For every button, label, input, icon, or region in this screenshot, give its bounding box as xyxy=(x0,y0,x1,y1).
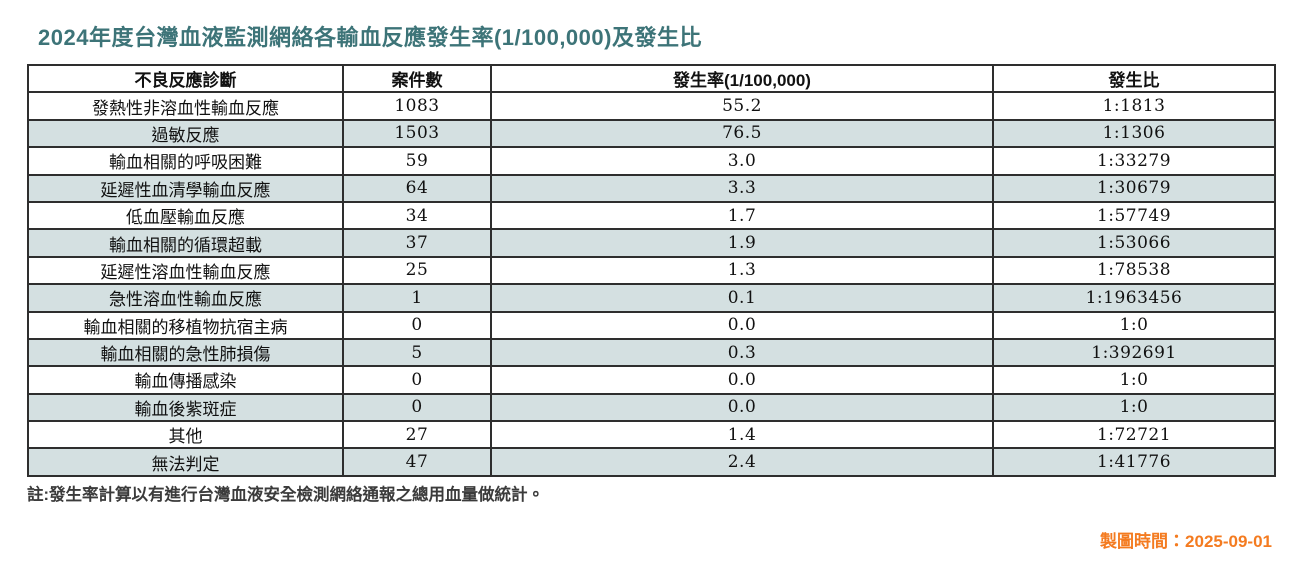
column-header-cases: 案件數 xyxy=(342,63,492,94)
ratio-cell: 1:1306 xyxy=(992,118,1276,149)
cases-cell: 25 xyxy=(342,255,492,286)
table-body: 發熱性非溶血性輸血反應 1083 55.2 1:1813 過敏反應 1503 7… xyxy=(27,91,1276,477)
rate-cell: 0.0 xyxy=(490,365,994,395)
diagnosis-cell: 輸血相關的循環超載 xyxy=(27,228,344,258)
diagnosis-cell: 過敏反應 xyxy=(27,118,344,149)
rate-cell: 1.9 xyxy=(490,228,994,258)
ratio-cell: 1:30679 xyxy=(992,173,1276,203)
table-row: 輸血相關的呼吸困難 59 3.0 1:33279 xyxy=(27,146,1276,176)
diagnosis-cell: 輸血相關的移植物抗宿主病 xyxy=(27,310,344,340)
diagnosis-cell: 延遲性血清學輸血反應 xyxy=(27,173,344,203)
rate-cell: 2.4 xyxy=(490,447,994,477)
page-title: 2024年度台灣血液監測網絡各輸血反應發生率(1/100,000)及發生比 xyxy=(38,25,702,50)
diagnosis-cell: 輸血相關的呼吸困難 xyxy=(27,146,344,176)
diagnosis-cell: 輸血後紫斑症 xyxy=(27,392,344,423)
column-header-ratio: 發生比 xyxy=(992,63,1276,94)
column-header-rate: 發生率(1/100,000) xyxy=(490,63,994,94)
cases-cell: 1083 xyxy=(342,91,492,121)
rate-cell: 1.7 xyxy=(490,200,994,231)
header-row: 不良反應診斷 案件數 發生率(1/100,000) 發生比 xyxy=(27,63,1276,94)
cases-cell: 1503 xyxy=(342,118,492,149)
ratio-cell: 1:0 xyxy=(992,310,1276,340)
diagnosis-cell: 急性溶血性輸血反應 xyxy=(27,283,344,313)
table-row: 無法判定 47 2.4 1:41776 xyxy=(27,447,1276,477)
cases-cell: 34 xyxy=(342,200,492,231)
rate-cell: 55.2 xyxy=(490,91,994,121)
rate-cell: 0.0 xyxy=(490,392,994,423)
cases-cell: 5 xyxy=(342,337,492,368)
diagnosis-cell: 其他 xyxy=(27,420,344,450)
rate-cell: 76.5 xyxy=(490,118,994,149)
table-row: 其他 27 1.4 1:72721 xyxy=(27,420,1276,450)
table-row: 延遲性血清學輸血反應 64 3.3 1:30679 xyxy=(27,173,1276,203)
diagnosis-cell: 輸血相關的急性肺損傷 xyxy=(27,337,344,368)
ratio-cell: 1:78538 xyxy=(992,255,1276,286)
cases-cell: 0 xyxy=(342,365,492,395)
diagnosis-cell: 發熱性非溶血性輸血反應 xyxy=(27,91,344,121)
table-row: 輸血相關的循環超載 37 1.9 1:53066 xyxy=(27,228,1276,258)
ratio-cell: 1:57749 xyxy=(992,200,1276,231)
cases-cell: 59 xyxy=(342,146,492,176)
table-row: 低血壓輸血反應 34 1.7 1:57749 xyxy=(27,200,1276,231)
rate-cell: 0.1 xyxy=(490,283,994,313)
diagnosis-cell: 延遲性溶血性輸血反應 xyxy=(27,255,344,286)
diagnosis-cell: 低血壓輸血反應 xyxy=(27,200,344,231)
table-row: 輸血相關的移植物抗宿主病 0 0.0 1:0 xyxy=(27,310,1276,340)
ratio-cell: 1:53066 xyxy=(992,228,1276,258)
table-row: 發熱性非溶血性輸血反應 1083 55.2 1:1813 xyxy=(27,91,1276,121)
cases-cell: 47 xyxy=(342,447,492,477)
cases-cell: 37 xyxy=(342,228,492,258)
ratio-cell: 1:392691 xyxy=(992,337,1276,368)
table-row: 輸血傳播感染 0 0.0 1:0 xyxy=(27,365,1276,395)
table-row: 輸血後紫斑症 0 0.0 1:0 xyxy=(27,392,1276,423)
ratio-cell: 1:0 xyxy=(992,392,1276,423)
diagnosis-cell: 無法判定 xyxy=(27,447,344,477)
table-row: 急性溶血性輸血反應 1 0.1 1:1963456 xyxy=(27,283,1276,313)
rate-cell: 3.0 xyxy=(490,146,994,176)
ratio-cell: 1:72721 xyxy=(992,420,1276,450)
ratio-cell: 1:1963456 xyxy=(992,283,1276,313)
table-row: 過敏反應 1503 76.5 1:1306 xyxy=(27,118,1276,149)
rate-cell: 1.4 xyxy=(490,420,994,450)
ratio-cell: 1:1813 xyxy=(992,91,1276,121)
table-header: 不良反應診斷 案件數 發生率(1/100,000) 發生比 xyxy=(27,63,1276,94)
ratio-cell: 1:0 xyxy=(992,365,1276,395)
column-header-diagnosis: 不良反應診斷 xyxy=(27,63,344,94)
ratio-cell: 1:33279 xyxy=(992,146,1276,176)
rate-cell: 0.3 xyxy=(490,337,994,368)
table-row: 延遲性溶血性輸血反應 25 1.3 1:78538 xyxy=(27,255,1276,286)
rate-cell: 1.3 xyxy=(490,255,994,286)
table-row: 輸血相關的急性肺損傷 5 0.3 1:392691 xyxy=(27,337,1276,368)
footnote: 註:發生率計算以有進行台灣血液安全檢測網絡通報之總用血量做統計。 xyxy=(27,486,544,504)
rate-cell: 0.0 xyxy=(490,310,994,340)
cases-cell: 27 xyxy=(342,420,492,450)
generation-timestamp: 製圖時間：2025-09-01 xyxy=(1100,532,1272,551)
cases-cell: 1 xyxy=(342,283,492,313)
cases-cell: 64 xyxy=(342,173,492,203)
ratio-cell: 1:41776 xyxy=(992,447,1276,477)
diagnosis-cell: 輸血傳播感染 xyxy=(27,365,344,395)
rate-cell: 3.3 xyxy=(490,173,994,203)
transfusion-reaction-table: 不良反應診斷 案件數 發生率(1/100,000) 發生比 發熱性非溶血性輸血反… xyxy=(27,63,1276,477)
cases-cell: 0 xyxy=(342,310,492,340)
cases-cell: 0 xyxy=(342,392,492,423)
